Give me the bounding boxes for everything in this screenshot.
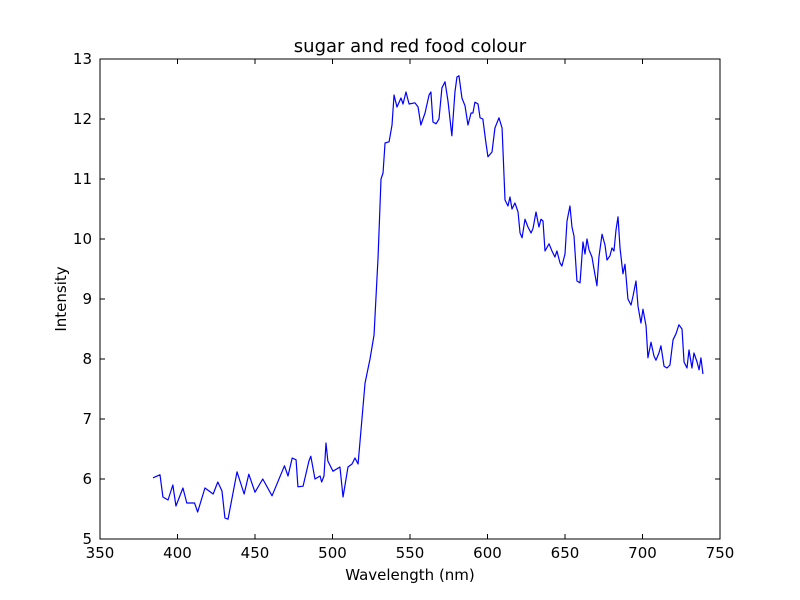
x-tick-label: 450 (241, 544, 270, 562)
x-axis-label: Wavelength (nm) (345, 566, 475, 584)
x-tick-label: 350 (86, 544, 115, 562)
y-tick-label: 9 (82, 290, 92, 308)
y-tick-label: 12 (73, 110, 92, 128)
y-tick-label: 5 (82, 530, 92, 548)
chart-title: sugar and red food colour (294, 36, 527, 57)
y-axis-label: Intensity (52, 266, 70, 331)
x-tick-label: 550 (396, 544, 425, 562)
y-tick-label: 6 (82, 470, 92, 488)
y-tick-label: 11 (73, 170, 92, 188)
axes-frame (99, 58, 721, 540)
x-tick-label: 500 (318, 544, 347, 562)
x-tick-label: 700 (628, 544, 657, 562)
x-tick-label: 650 (551, 544, 580, 562)
x-tick-label: 400 (163, 544, 192, 562)
y-tick-label: 7 (82, 410, 92, 428)
x-tick-label: 750 (706, 544, 735, 562)
y-tick-label: 10 (73, 230, 92, 248)
x-tick-label: 600 (473, 544, 502, 562)
y-tick-label: 8 (82, 350, 92, 368)
y-tick-label: 13 (73, 50, 92, 68)
data-line (152, 75, 704, 520)
